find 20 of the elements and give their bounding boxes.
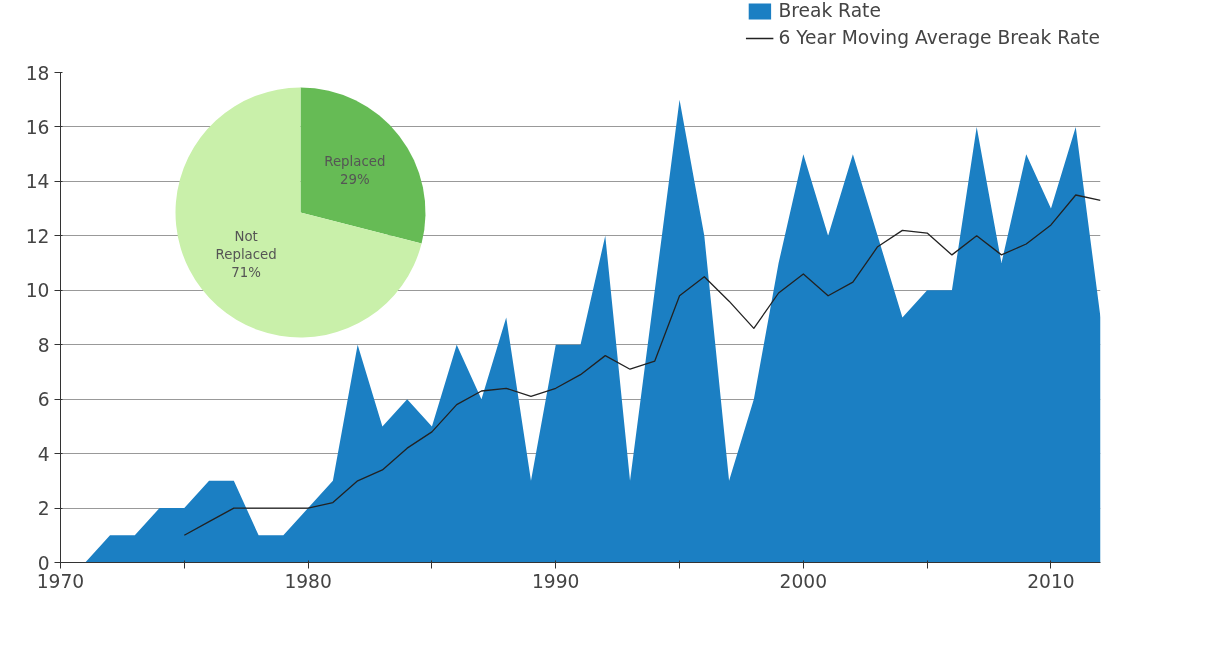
y-tick-label: 6 [37,389,50,411]
y-tick-label: 18 [25,62,50,84]
x-tick-label: 1980 [284,570,332,592]
slice-label: Replaced [324,153,386,169]
x-tick-label: 1990 [532,570,580,592]
data-label: 71% [231,265,261,281]
data-label: 29% [340,171,370,187]
y-tick-label: 8 [37,334,50,356]
slice-label: Not Replaced [215,229,277,263]
x-tick-label: 2010 [1027,570,1075,592]
y-tick-label: 10 [25,280,50,302]
legend-label: Break Rate [778,0,881,21]
y-tick-label: 2 [37,498,50,520]
y-tick-label: 12 [25,225,50,247]
line-series [183,194,1101,536]
x-tick-label: 2000 [779,570,828,592]
legend-label: 6 Year Moving Average Break Rate [778,27,1100,48]
y-tick-label: 14 [25,171,50,193]
y-tick-label: 4 [37,443,50,465]
y-tick-label: 16 [25,116,50,138]
